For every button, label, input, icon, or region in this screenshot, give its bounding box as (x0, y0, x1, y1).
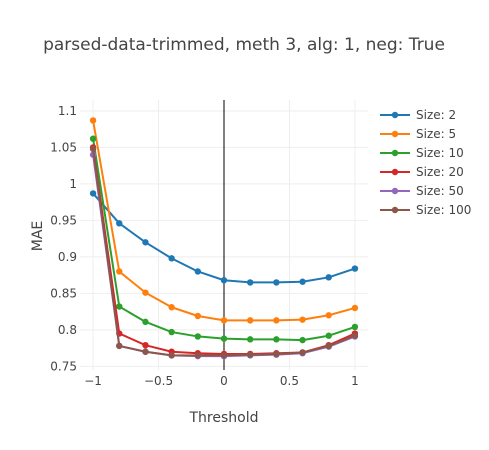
data-point (273, 336, 280, 343)
x-axis-title: Threshold (189, 410, 259, 426)
data-point (246, 351, 254, 358)
data-point (246, 317, 254, 324)
y-axis-title: MAE (30, 221, 46, 252)
legend-label: Size: 5 (416, 127, 456, 141)
data-point (89, 190, 97, 197)
data-point (168, 352, 175, 359)
legend-marker (391, 206, 399, 214)
data-point (273, 279, 280, 286)
data-point (89, 145, 97, 153)
legend[interactable]: Size: 2 Size: 5 Size: 10 Size: 20 Size: 50 Si… (380, 108, 471, 217)
data-point (325, 312, 332, 319)
series-size-5 (89, 117, 359, 324)
data-point (116, 342, 123, 350)
data-point (168, 304, 175, 311)
data-point (142, 289, 149, 296)
data-point (142, 318, 149, 326)
legend-item[interactable]: Size: 10 (380, 146, 464, 160)
data-point (194, 312, 202, 320)
data-point (299, 336, 306, 344)
data-point (89, 117, 97, 124)
series-layer (89, 117, 359, 360)
y-tick-label: 1 (69, 177, 77, 191)
data-point (325, 342, 332, 350)
legend-label: Size: 50 (416, 184, 464, 198)
data-point (299, 316, 306, 323)
series-size-100 (89, 145, 359, 359)
y-tick-label: 0.85 (50, 286, 77, 300)
y-tick-label: 0.95 (50, 213, 77, 227)
data-point (351, 323, 359, 331)
data-point (220, 352, 228, 359)
data-point (220, 277, 228, 284)
data-point (351, 332, 359, 339)
data-point (273, 350, 280, 358)
data-point (220, 335, 228, 342)
legend-marker (391, 111, 399, 119)
series-size-2 (89, 190, 359, 286)
data-point (273, 317, 280, 324)
data-point (299, 278, 306, 285)
legend-item[interactable]: Size: 50 (380, 184, 464, 198)
data-point (142, 239, 149, 246)
legend-label: Size: 10 (416, 146, 464, 160)
y-tick-label: 0.9 (58, 250, 77, 264)
legend-marker (391, 130, 399, 138)
data-point (116, 303, 123, 310)
x-tick-label: −0.5 (144, 374, 173, 388)
series-size-10 (89, 135, 359, 344)
x-tick-label: 0 (220, 374, 228, 388)
data-point (116, 268, 123, 275)
data-point (194, 352, 202, 359)
legend-item[interactable]: Size: 5 (380, 127, 456, 141)
x-tick-label: 0.5 (280, 374, 299, 388)
legend-marker (391, 149, 399, 157)
data-point (325, 274, 332, 281)
data-point (220, 317, 228, 324)
y-tick-label: 1.1 (58, 104, 77, 118)
legend-marker (391, 168, 399, 176)
chart-title: parsed-data-trimmed, meth 3, alg: 1, neg… (43, 35, 445, 55)
data-point (246, 279, 254, 286)
legend-item[interactable]: Size: 100 (380, 203, 471, 217)
data-point (299, 349, 306, 356)
data-point (142, 348, 149, 355)
legend-marker (391, 187, 399, 195)
data-point (168, 328, 175, 336)
data-point (89, 135, 97, 142)
y-tick-label: 0.75 (50, 359, 77, 373)
legend-label: Size: 100 (416, 203, 471, 217)
data-point (351, 265, 359, 272)
data-point (325, 332, 332, 339)
x-tick-label: 1 (351, 374, 359, 388)
legend-label: Size: 2 (416, 108, 456, 122)
data-point (142, 341, 149, 349)
data-point (168, 255, 175, 262)
data-point (116, 220, 123, 227)
x-tick-label: −1 (84, 374, 102, 388)
y-tick-label: 0.8 (58, 323, 77, 337)
x-tick-labels: −1 −0.5 0 0.5 1 (84, 374, 358, 388)
data-point (194, 333, 202, 340)
data-point (351, 304, 359, 312)
data-point (194, 268, 202, 275)
y-tick-label: 1.05 (50, 140, 77, 154)
y-tick-labels: 0.75 0.8 0.85 0.9 0.95 1 1.05 1.1 (50, 104, 77, 373)
data-point (246, 336, 254, 343)
legend-item[interactable]: Size: 20 (380, 165, 464, 179)
legend-label: Size: 20 (416, 165, 464, 179)
legend-item[interactable]: Size: 2 (380, 108, 456, 122)
